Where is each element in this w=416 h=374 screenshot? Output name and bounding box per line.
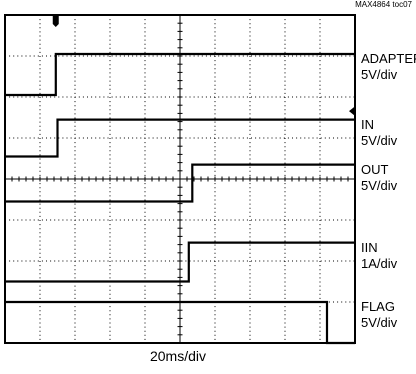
trace-scale: 5V/div	[361, 177, 398, 193]
trace-label-iin: IIN 1A/div	[361, 240, 397, 272]
trace-scale: 5V/div	[361, 132, 398, 148]
trace-adapter	[5, 52, 355, 97]
trace-flag	[5, 300, 355, 345]
scope-markers	[52, 15, 354, 116]
trace-scale: 1A/div	[361, 255, 398, 271]
trace-in	[5, 118, 355, 158]
trace-scale: 5V/div	[361, 315, 398, 330]
trace-name: IIN	[361, 239, 378, 255]
trace-name: FLAG	[361, 299, 395, 314]
trace-scale: 5V/div	[361, 66, 398, 82]
scope-grid	[5, 15, 355, 343]
trace-label-flag: FLAG 5V/div	[361, 299, 397, 331]
trigger-marker	[52, 15, 59, 27]
scope-frame	[4, 14, 356, 344]
trace-label-in: IN 5V/div	[361, 117, 397, 149]
trace-iin	[5, 241, 355, 283]
trace-name: ADAPTER	[361, 50, 416, 66]
scope-traces	[5, 52, 355, 345]
timebase-label: 20ms/div	[149, 348, 207, 364]
trigger-level-marker	[349, 107, 354, 116]
trace-label-out: OUT 5V/div	[361, 162, 397, 194]
figure-id: MAX4864 toc07	[355, 0, 412, 9]
trace-out	[5, 163, 355, 203]
trace-name: OUT	[361, 161, 389, 177]
trace-label-adapter: ADAPTER5V/div	[361, 51, 416, 83]
trace-name: IN	[361, 116, 374, 132]
